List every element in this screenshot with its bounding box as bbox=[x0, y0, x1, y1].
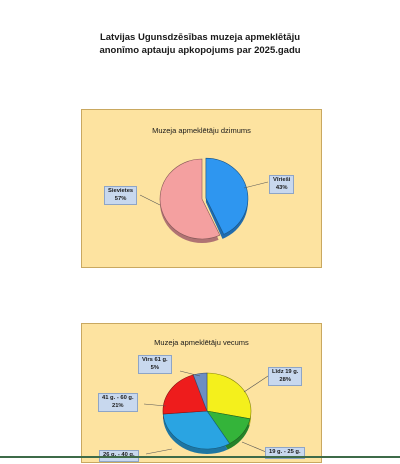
leader-line-under19 bbox=[243, 375, 269, 393]
page-title: Latvijas Ugunsdzēsības muzeja apmeklētāj… bbox=[0, 31, 400, 57]
leader-line-female bbox=[139, 194, 161, 206]
title-line-1: Latvijas Ugunsdzēsības muzeja apmeklētāj… bbox=[99, 32, 301, 43]
slice-1 bbox=[159, 158, 221, 240]
leader-line-41-60 bbox=[143, 403, 167, 407]
slice-2 bbox=[162, 410, 231, 450]
slice-0 bbox=[206, 372, 252, 420]
label-female: Sievietes 57% bbox=[104, 186, 138, 205]
gender-pie-svg bbox=[139, 157, 269, 243]
slice-0 bbox=[205, 157, 249, 235]
label-41-60: 41 g. - 60 g. 21% bbox=[98, 393, 138, 412]
slice-4 bbox=[192, 372, 208, 412]
chart-title: Muzeja apmeklētāju dzimums bbox=[152, 126, 251, 135]
leader-line-male bbox=[243, 181, 269, 189]
age-chart: Muzeja apmeklētāju vecums Līdz 19 g. 28%… bbox=[81, 323, 322, 463]
slice-3 bbox=[162, 374, 208, 415]
leader-line-19-25 bbox=[241, 441, 267, 453]
title-line-2: anonīmo aptauju apkopojums par 2025.gadu bbox=[99, 45, 301, 56]
leader-line-over61 bbox=[179, 370, 201, 377]
chart-title: Muzeja apmeklētāju vecums bbox=[154, 338, 249, 347]
label-male: Vīrieši 43% bbox=[269, 175, 295, 194]
label-over61: Virs 61 g. 5% bbox=[138, 355, 172, 374]
label-under19: Līdz 19 g. 28% bbox=[268, 367, 303, 386]
leader-line-26-40 bbox=[145, 448, 173, 455]
bottom-rule bbox=[0, 456, 400, 458]
gender-chart: Muzeja apmeklētāju dzimums Vīrieši 43% S… bbox=[81, 109, 322, 268]
age-pie-svg bbox=[143, 370, 269, 455]
